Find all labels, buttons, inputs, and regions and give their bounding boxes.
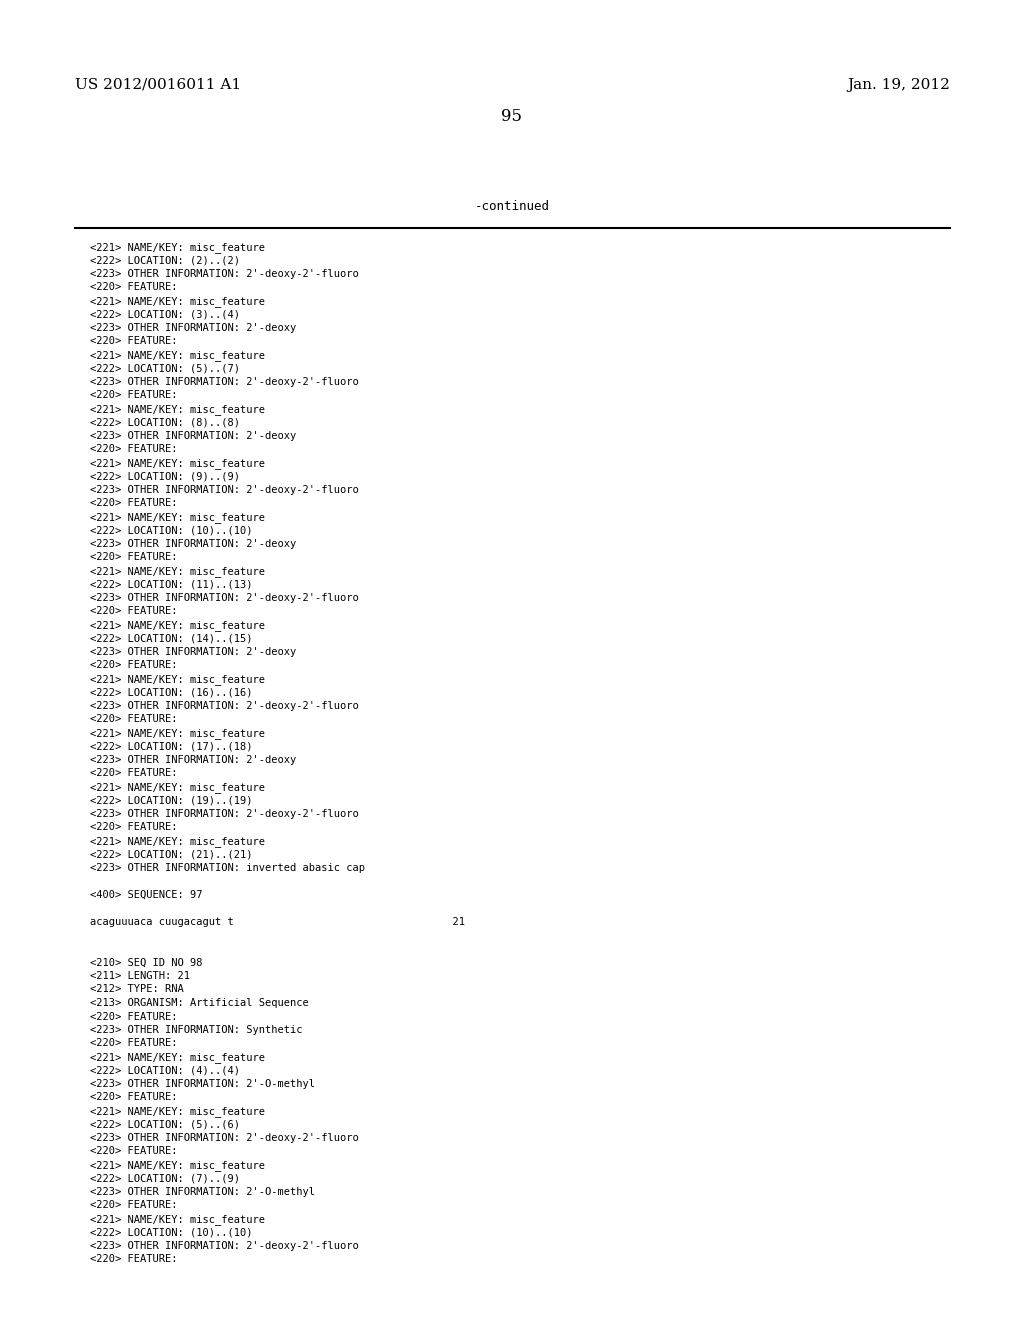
Text: <223> OTHER INFORMATION: 2'-deoxy-2'-fluoro: <223> OTHER INFORMATION: 2'-deoxy-2'-flu… bbox=[90, 593, 358, 603]
Text: <221> NAME/KEY: misc_feature: <221> NAME/KEY: misc_feature bbox=[90, 1052, 265, 1063]
Text: acaguuuaca cuugacagut t                                   21: acaguuuaca cuugacagut t 21 bbox=[90, 917, 465, 927]
Text: <222> LOCATION: (2)..(2): <222> LOCATION: (2)..(2) bbox=[90, 256, 240, 265]
Text: <223> OTHER INFORMATION: 2'-deoxy-2'-fluoro: <223> OTHER INFORMATION: 2'-deoxy-2'-flu… bbox=[90, 701, 358, 711]
Text: <221> NAME/KEY: misc_feature: <221> NAME/KEY: misc_feature bbox=[90, 404, 265, 414]
Text: <222> LOCATION: (5)..(7): <222> LOCATION: (5)..(7) bbox=[90, 363, 240, 374]
Text: <221> NAME/KEY: misc_feature: <221> NAME/KEY: misc_feature bbox=[90, 675, 265, 685]
Text: <400> SEQUENCE: 97: <400> SEQUENCE: 97 bbox=[90, 890, 203, 900]
Text: 95: 95 bbox=[502, 108, 522, 125]
Text: <223> OTHER INFORMATION: 2'-deoxy: <223> OTHER INFORMATION: 2'-deoxy bbox=[90, 755, 296, 766]
Text: <222> LOCATION: (10)..(10): <222> LOCATION: (10)..(10) bbox=[90, 525, 253, 536]
Text: <222> LOCATION: (16)..(16): <222> LOCATION: (16)..(16) bbox=[90, 688, 253, 697]
Text: <220> FEATURE:: <220> FEATURE: bbox=[90, 337, 177, 346]
Text: <222> LOCATION: (5)..(6): <222> LOCATION: (5)..(6) bbox=[90, 1119, 240, 1130]
Text: <221> NAME/KEY: misc_feature: <221> NAME/KEY: misc_feature bbox=[90, 350, 265, 360]
Text: <222> LOCATION: (4)..(4): <222> LOCATION: (4)..(4) bbox=[90, 1065, 240, 1076]
Text: <221> NAME/KEY: misc_feature: <221> NAME/KEY: misc_feature bbox=[90, 512, 265, 523]
Text: <223> OTHER INFORMATION: 2'-deoxy: <223> OTHER INFORMATION: 2'-deoxy bbox=[90, 539, 296, 549]
Text: <220> FEATURE:: <220> FEATURE: bbox=[90, 1039, 177, 1048]
Text: <223> OTHER INFORMATION: 2'-deoxy: <223> OTHER INFORMATION: 2'-deoxy bbox=[90, 323, 296, 333]
Text: <213> ORGANISM: Artificial Sequence: <213> ORGANISM: Artificial Sequence bbox=[90, 998, 309, 1008]
Text: <221> NAME/KEY: misc_feature: <221> NAME/KEY: misc_feature bbox=[90, 566, 265, 577]
Text: <222> LOCATION: (3)..(4): <222> LOCATION: (3)..(4) bbox=[90, 309, 240, 319]
Text: US 2012/0016011 A1: US 2012/0016011 A1 bbox=[75, 78, 241, 92]
Text: <222> LOCATION: (11)..(13): <222> LOCATION: (11)..(13) bbox=[90, 579, 253, 590]
Text: <220> FEATURE:: <220> FEATURE: bbox=[90, 553, 177, 562]
Text: <223> OTHER INFORMATION: Synthetic: <223> OTHER INFORMATION: Synthetic bbox=[90, 1026, 302, 1035]
Text: <221> NAME/KEY: misc_feature: <221> NAME/KEY: misc_feature bbox=[90, 1160, 265, 1171]
Text: <222> LOCATION: (10)..(10): <222> LOCATION: (10)..(10) bbox=[90, 1228, 253, 1238]
Text: <222> LOCATION: (8)..(8): <222> LOCATION: (8)..(8) bbox=[90, 417, 240, 428]
Text: <220> FEATURE:: <220> FEATURE: bbox=[90, 1011, 177, 1022]
Text: <220> FEATURE:: <220> FEATURE: bbox=[90, 499, 177, 508]
Text: <220> FEATURE:: <220> FEATURE: bbox=[90, 282, 177, 293]
Text: <222> LOCATION: (19)..(19): <222> LOCATION: (19)..(19) bbox=[90, 796, 253, 805]
Text: <220> FEATURE:: <220> FEATURE: bbox=[90, 1254, 177, 1265]
Text: <223> OTHER INFORMATION: 2'-deoxy: <223> OTHER INFORMATION: 2'-deoxy bbox=[90, 647, 296, 657]
Text: <211> LENGTH: 21: <211> LENGTH: 21 bbox=[90, 972, 190, 981]
Text: <220> FEATURE:: <220> FEATURE: bbox=[90, 1093, 177, 1102]
Text: <222> LOCATION: (7)..(9): <222> LOCATION: (7)..(9) bbox=[90, 1173, 240, 1184]
Text: <223> OTHER INFORMATION: inverted abasic cap: <223> OTHER INFORMATION: inverted abasic… bbox=[90, 863, 365, 873]
Text: <222> LOCATION: (21)..(21): <222> LOCATION: (21)..(21) bbox=[90, 850, 253, 859]
Text: <220> FEATURE:: <220> FEATURE: bbox=[90, 1147, 177, 1156]
Text: <223> OTHER INFORMATION: 2'-deoxy-2'-fluoro: <223> OTHER INFORMATION: 2'-deoxy-2'-flu… bbox=[90, 269, 358, 279]
Text: <221> NAME/KEY: misc_feature: <221> NAME/KEY: misc_feature bbox=[90, 1214, 265, 1225]
Text: <220> FEATURE:: <220> FEATURE: bbox=[90, 768, 177, 779]
Text: <222> LOCATION: (17)..(18): <222> LOCATION: (17)..(18) bbox=[90, 742, 253, 751]
Text: <221> NAME/KEY: misc_feature: <221> NAME/KEY: misc_feature bbox=[90, 729, 265, 739]
Text: <222> LOCATION: (14)..(15): <222> LOCATION: (14)..(15) bbox=[90, 634, 253, 644]
Text: <223> OTHER INFORMATION: 2'-deoxy-2'-fluoro: <223> OTHER INFORMATION: 2'-deoxy-2'-flu… bbox=[90, 484, 358, 495]
Text: Jan. 19, 2012: Jan. 19, 2012 bbox=[847, 78, 950, 92]
Text: <221> NAME/KEY: misc_feature: <221> NAME/KEY: misc_feature bbox=[90, 836, 265, 847]
Text: <220> FEATURE:: <220> FEATURE: bbox=[90, 606, 177, 616]
Text: <210> SEQ ID NO 98: <210> SEQ ID NO 98 bbox=[90, 957, 203, 968]
Text: <221> NAME/KEY: misc_feature: <221> NAME/KEY: misc_feature bbox=[90, 296, 265, 308]
Text: <223> OTHER INFORMATION: 2'-deoxy: <223> OTHER INFORMATION: 2'-deoxy bbox=[90, 432, 296, 441]
Text: <221> NAME/KEY: misc_feature: <221> NAME/KEY: misc_feature bbox=[90, 781, 265, 793]
Text: <223> OTHER INFORMATION: 2'-deoxy-2'-fluoro: <223> OTHER INFORMATION: 2'-deoxy-2'-flu… bbox=[90, 1133, 358, 1143]
Text: <212> TYPE: RNA: <212> TYPE: RNA bbox=[90, 985, 183, 994]
Text: <221> NAME/KEY: misc_feature: <221> NAME/KEY: misc_feature bbox=[90, 1106, 265, 1117]
Text: <223> OTHER INFORMATION: 2'-O-methyl: <223> OTHER INFORMATION: 2'-O-methyl bbox=[90, 1078, 315, 1089]
Text: <222> LOCATION: (9)..(9): <222> LOCATION: (9)..(9) bbox=[90, 471, 240, 482]
Text: <220> FEATURE:: <220> FEATURE: bbox=[90, 714, 177, 725]
Text: <220> FEATURE:: <220> FEATURE: bbox=[90, 391, 177, 400]
Text: <221> NAME/KEY: misc_feature: <221> NAME/KEY: misc_feature bbox=[90, 620, 265, 631]
Text: <221> NAME/KEY: misc_feature: <221> NAME/KEY: misc_feature bbox=[90, 458, 265, 469]
Text: <220> FEATURE:: <220> FEATURE: bbox=[90, 822, 177, 833]
Text: <223> OTHER INFORMATION: 2'-deoxy-2'-fluoro: <223> OTHER INFORMATION: 2'-deoxy-2'-flu… bbox=[90, 809, 358, 818]
Text: <221> NAME/KEY: misc_feature: <221> NAME/KEY: misc_feature bbox=[90, 242, 265, 253]
Text: <220> FEATURE:: <220> FEATURE: bbox=[90, 660, 177, 671]
Text: <220> FEATURE:: <220> FEATURE: bbox=[90, 445, 177, 454]
Text: <223> OTHER INFORMATION: 2'-O-methyl: <223> OTHER INFORMATION: 2'-O-methyl bbox=[90, 1187, 315, 1197]
Text: -continued: -continued bbox=[474, 201, 550, 213]
Text: <223> OTHER INFORMATION: 2'-deoxy-2'-fluoro: <223> OTHER INFORMATION: 2'-deoxy-2'-flu… bbox=[90, 1241, 358, 1251]
Text: <223> OTHER INFORMATION: 2'-deoxy-2'-fluoro: <223> OTHER INFORMATION: 2'-deoxy-2'-flu… bbox=[90, 378, 358, 387]
Text: <220> FEATURE:: <220> FEATURE: bbox=[90, 1200, 177, 1210]
